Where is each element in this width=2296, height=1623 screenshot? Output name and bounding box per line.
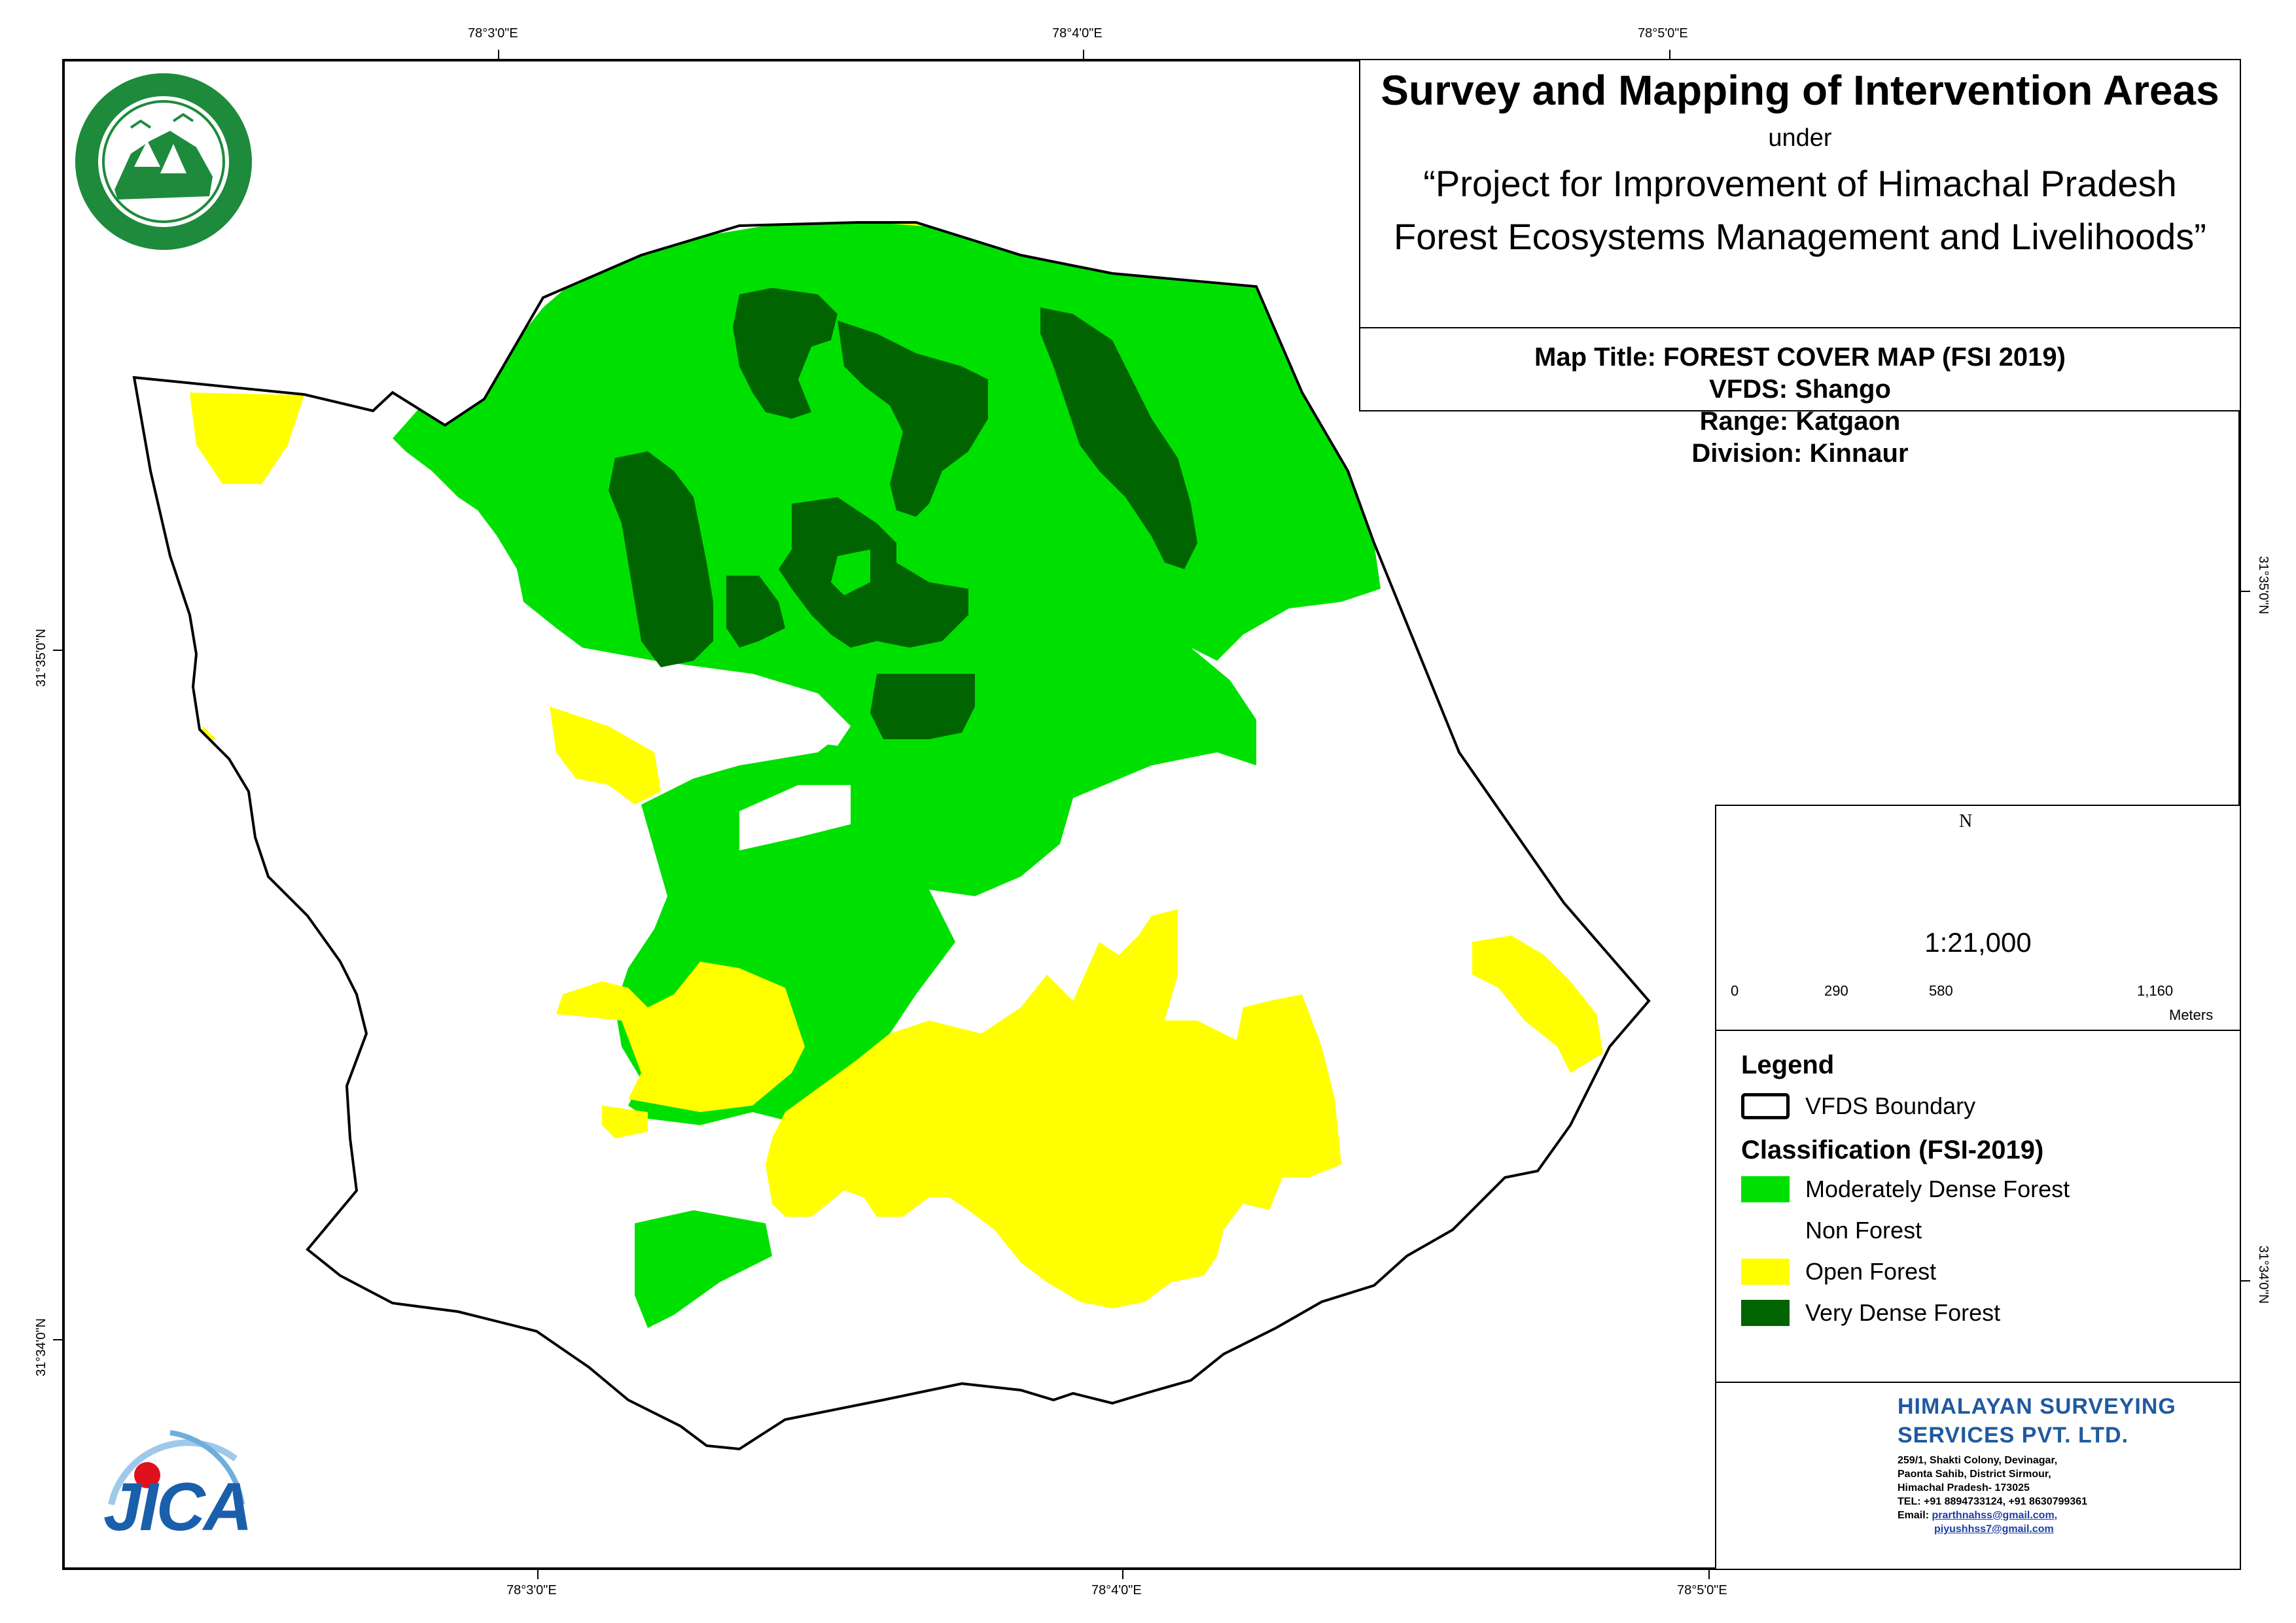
very-dense-forest-area	[609, 451, 713, 667]
jica-wordmark: JICA	[103, 1469, 253, 1545]
grid-label-top: 78°3'0"E	[468, 26, 518, 41]
moderately-dense-forest-area	[635, 1210, 772, 1328]
grid-label-left: 31°34'0"N	[34, 1318, 48, 1376]
scale-ratio: 1:21,000	[1924, 927, 2032, 958]
grid-label-top: 78°4'0"E	[1052, 26, 1103, 41]
north-label: N	[1959, 811, 1973, 831]
legend-label: Open Forest	[1805, 1258, 1937, 1285]
north-scale-block: N 1:21,000 0 290 580 1,160 Meters	[1715, 805, 2240, 1031]
non-forest-patch	[1217, 661, 1276, 693]
moderately-dense-swatch	[1741, 1176, 1790, 1202]
scale-tick: 290	[1824, 983, 1848, 999]
grid-label-right: 31°35'0"N	[2256, 556, 2270, 614]
grid-label-left: 31°35'0"N	[34, 629, 48, 687]
legend-label: VFDS Boundary	[1805, 1092, 1976, 1119]
moderately-dense-forest-area	[831, 550, 870, 595]
open-forest-area	[602, 1106, 648, 1138]
title-main: Survey and Mapping of Intervention Areas…	[1360, 60, 2240, 328]
open-forest-swatch	[1741, 1259, 1790, 1285]
non-forest-swatch	[1741, 1217, 1790, 1244]
graticule-ticks	[53, 50, 2250, 1579]
company-email-row-2: piyushhss7@gmail.com	[1898, 1522, 2087, 1536]
legend-label: Non Forest	[1805, 1217, 1922, 1244]
legend-item-non-forest: Non Forest	[1741, 1214, 1922, 1247]
vfds-name: VFDS: Shango	[1709, 375, 1891, 404]
very-dense-forest-area	[733, 288, 838, 419]
map-info: Map Title: FOREST COVER MAP (FSI 2019) V…	[1360, 341, 2240, 470]
forest-cover-layer	[190, 222, 1603, 1328]
scale-unit: Meters	[2169, 1007, 2214, 1023]
company-name-line-2: SERVICES PVT. LTD.	[1898, 1423, 2129, 1448]
legend-item-boundary: VFDS Boundary	[1741, 1090, 1975, 1123]
grid-label-top: 78°5'0"E	[1638, 26, 1688, 41]
open-forest-area	[550, 707, 661, 805]
very-dense-forest-area	[726, 576, 785, 648]
legend-label: Moderately Dense Forest	[1805, 1176, 2070, 1202]
legend-label: Very Dense Forest	[1805, 1299, 2001, 1326]
scale-tick: 580	[1929, 983, 1953, 999]
open-forest-area	[190, 393, 304, 484]
address-line: Paonta Sahib, District Sirmour,	[1898, 1469, 2051, 1480]
classification-title: Classification (FSI-2019)	[1741, 1136, 2044, 1164]
grid-label-bottom: 78°3'0"E	[506, 1583, 557, 1597]
address-line: Himachal Pradesh- 173025	[1898, 1482, 2030, 1493]
address-line: 259/1, Shakti Colony, Devinagar,	[1898, 1455, 2058, 1466]
email-label: Email:	[1898, 1510, 1930, 1521]
open-forest-area	[556, 962, 805, 1112]
boundary-swatch	[1741, 1093, 1790, 1119]
company-name-line-1: HIMALAYAN SURVEYING	[1898, 1394, 2176, 1419]
project-line-1: “Project for Improvement of Himachal Pra…	[1423, 162, 2177, 204]
open-forest-area	[1472, 935, 1603, 1073]
forest-department-seal	[75, 73, 252, 250]
company-name: HIMALAYAN SURVEYING SERVICES PVT. LTD.	[1898, 1392, 2176, 1450]
legend-item-open-forest: Open Forest	[1741, 1255, 1936, 1288]
very-dense-forest-area	[1040, 307, 1197, 569]
very-dense-forest-area	[870, 674, 975, 739]
grid-label-bottom: 78°5'0"E	[1677, 1583, 1727, 1597]
email-link-2[interactable]: piyushhss7@gmail.com	[1934, 1524, 2054, 1535]
very-dense-forest-area	[779, 497, 968, 648]
very-dense-swatch	[1741, 1300, 1790, 1326]
non-forest-patch	[739, 785, 851, 850]
range-name: Range: Katgaon	[1699, 407, 1901, 436]
title-under: under	[1768, 124, 1832, 152]
project-line-2: Forest Ecosystems Management and Livelih…	[1394, 215, 2206, 257]
vfds-boundary	[132, 221, 1651, 1451]
jica-logo	[108, 1430, 245, 1506]
grid-label-right: 31°34'0"N	[2256, 1246, 2270, 1304]
legend-title: Legend	[1741, 1051, 1835, 1079]
scale-tick: 1,160	[2137, 983, 2174, 999]
map-title: Map Title: FOREST COVER MAP (FSI 2019)	[1534, 343, 2066, 372]
legend: Legend VFDS Boundary Classification (FSI…	[1715, 1031, 2240, 1383]
legend-item-moderately-dense: Moderately Dense Forest	[1741, 1173, 2070, 1206]
company-tel: TEL: +91 8894733124, +91 8630799361	[1898, 1496, 2088, 1507]
division-name: Division: Kinnaur	[1691, 439, 1909, 468]
title-block: Survey and Mapping of Intervention Areas…	[1359, 60, 2240, 468]
very-dense-forest-area	[838, 321, 988, 517]
legend-item-very-dense: Very Dense Forest	[1741, 1297, 2000, 1329]
map-heading: Survey and Mapping of Intervention Areas	[1381, 67, 2219, 114]
company-block: HIMALAYAN SURVEYING SERVICES PVT. LTD. 2…	[1715, 1383, 2240, 1569]
non-forest-patch	[569, 661, 851, 746]
email-link-1[interactable]: prarthnahss@gmail.com,	[1932, 1510, 2058, 1521]
company-email-row: Email: prarthnahss@gmail.com,	[1898, 1509, 2087, 1522]
grid-label-bottom: 78°4'0"E	[1091, 1583, 1142, 1597]
company-address: 259/1, Shakti Colony, Devinagar, Paonta …	[1898, 1454, 2087, 1536]
open-forest-area	[766, 909, 1341, 1308]
scale-tick: 0	[1731, 983, 1739, 999]
